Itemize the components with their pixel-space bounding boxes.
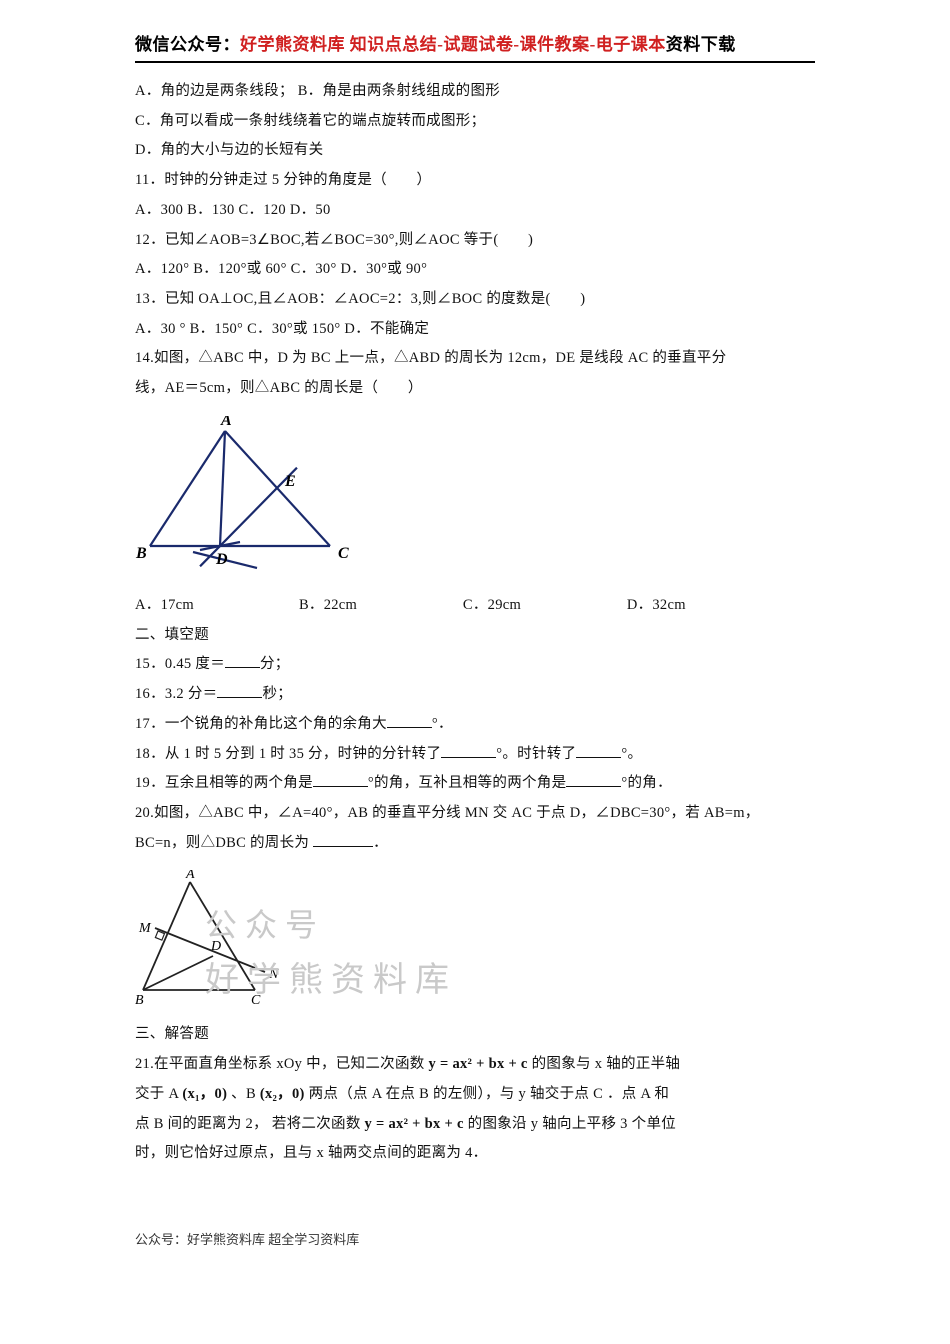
q15-pre: 15．0.45 度＝ <box>135 656 225 672</box>
q21-l2p1: (x₁，0) <box>182 1086 227 1102</box>
q20-stem2-post: ． <box>373 835 388 851</box>
header-red: 好学熊资料库 知识点总结-试题试卷-课件教案-电子课本 <box>240 35 666 54</box>
q21-l2a: 交于 A <box>135 1086 182 1102</box>
q17-post: °． <box>432 716 453 732</box>
q15-blank <box>225 654 260 669</box>
triangle-abc-icon: A B C D E <box>135 416 365 576</box>
q11-opts: A．300 B．130 C．120 D．50 <box>135 196 815 226</box>
section-3: 三、解答题 <box>135 1020 815 1050</box>
q16-blank <box>217 684 262 699</box>
svg-text:D: D <box>215 551 228 568</box>
header-banner: 微信公众号：好学熊资料库 知识点总结-试题试卷-课件教案-电子课本资料下载 <box>135 30 815 63</box>
q20-figure: 公众号 好学熊资料库 ABCMDN <box>135 870 815 1010</box>
q10-optC: C．角可以看成一条射线绕着它的端点旋转而成图形； <box>135 107 815 137</box>
q14-stem1: 14.如图，△ABC 中，D 为 BC 上一点，△ABD 的周长为 12cm，D… <box>135 344 815 374</box>
q21-l3eq: y = ax² + bx + c <box>365 1116 464 1132</box>
q21-l4: 时，则它恰好过原点，且与 x 轴两交点间的距离为 4． <box>135 1139 815 1169</box>
q21-l3b: 的图象沿 y 轴向上平移 3 个单位 <box>464 1116 676 1132</box>
q17-pre: 17．一个锐角的补角比这个角的余角大 <box>135 716 387 732</box>
q18-pre: 18．从 1 时 5 分到 1 时 35 分，时钟的分针转了 <box>135 746 441 762</box>
q21-l1eq: y = ax² + bx + c <box>428 1056 527 1072</box>
header-suffix: 资料下载 <box>666 35 736 54</box>
q15-post: 分； <box>260 656 290 672</box>
footer: 公众号：好学熊资料库 超全学习资料库 <box>135 1229 815 1248</box>
q19-pre: 19．互余且相等的两个角是 <box>135 775 313 791</box>
q18-blank1 <box>441 743 496 758</box>
q21-l2p2: (x₂，0) <box>260 1086 305 1102</box>
q10-optA: A．角的边是两条线段； B．角是由两条射线组成的图形 <box>135 77 815 107</box>
q13-opts: A．30 ° B．150° C．30°或 150° D．不能确定 <box>135 315 815 345</box>
q14-stem2: 线，AE＝5cm，则△ABC 的周长是（ ） <box>135 374 815 404</box>
q17: 17．一个锐角的补角比这个角的余角大 °． <box>135 710 815 740</box>
svg-text:N: N <box>268 967 279 982</box>
svg-text:M: M <box>138 921 152 936</box>
section-2: 二、填空题 <box>135 621 815 651</box>
svg-text:B: B <box>135 545 147 562</box>
q21-l1a: 21.在平面直角坐标系 xOy 中，已知二次函数 <box>135 1056 428 1072</box>
q21-l1b: 的图象与 x 轴的正半轴 <box>528 1056 681 1072</box>
q12-stem: 12．已知∠AOB=3∠BOC,若∠BOC=30°,则∠AOC 等于( ) <box>135 226 815 256</box>
q19: 19．互余且相等的两个角是 °的角，互补且相等的两个角是 °的角． <box>135 769 815 799</box>
q18-post: °。 <box>621 746 642 762</box>
q18: 18．从 1 时 5 分到 1 时 35 分，时钟的分针转了 °。时针转了 °。 <box>135 740 815 770</box>
q16-pre: 16．3.2 分＝ <box>135 686 217 702</box>
q14-B: B．22cm <box>299 591 459 621</box>
svg-text:A: A <box>220 416 232 429</box>
q14-opts: A．17cm B．22cm C．29cm D．32cm <box>135 591 815 621</box>
q11-stem: 11．时钟的分钟走过 5 分钟的角度是（ ） <box>135 166 815 196</box>
q21-l3: 点 B 间的距离为 2， 若将二次函数 y = ax² + bx + c 的图象… <box>135 1110 815 1140</box>
q20-stem2-pre: BC=n，则△DBC 的周长为 <box>135 835 313 851</box>
q19-blank2 <box>566 773 621 788</box>
q21-l2c: 两点（点 A 在点 B 的左侧），与 y 轴交于点 C ．点 A 和 <box>305 1086 670 1102</box>
q19-mid: °的角，互补且相等的两个角是 <box>368 775 567 791</box>
q18-blank2 <box>576 743 621 758</box>
q10-optD: D．角的大小与边的长短有关 <box>135 136 815 166</box>
q19-blank1 <box>313 773 368 788</box>
header-prefix: 微信公众号： <box>135 35 240 54</box>
q21-l1: 21.在平面直角坐标系 xOy 中，已知二次函数 y = ax² + bx + … <box>135 1050 815 1080</box>
q18-mid: °。时针转了 <box>496 746 576 762</box>
q21-l2: 交于 A (x₁，0) 、B (x₂，0) 两点（点 A 在点 B 的左侧），与… <box>135 1080 815 1110</box>
q16: 16．3.2 分＝ 秒； <box>135 680 815 710</box>
svg-text:D: D <box>210 939 221 954</box>
q13-stem: 13．已知 OA⊥OC,且∠AOB：∠AOC=2：3,则∠BOC 的度数是( ) <box>135 285 815 315</box>
svg-text:E: E <box>284 473 296 490</box>
page: 微信公众号：好学熊资料库 知识点总结-试题试卷-课件教案-电子课本资料下载 A．… <box>135 30 815 1248</box>
q21-l3a: 点 B 间的距离为 2， 若将二次函数 <box>135 1116 365 1132</box>
q20-stem1: 20.如图，△ABC 中，∠A=40°，AB 的垂直平分线 MN 交 AC 于点… <box>135 799 815 829</box>
q17-blank <box>387 713 432 728</box>
q19-post: °的角． <box>621 775 672 791</box>
triangle-abc2-icon: A B C M D N <box>135 870 295 1005</box>
q20-stem2: BC=n，则△DBC 的周长为 ． <box>135 829 815 859</box>
q14-C: C．29cm <box>463 591 623 621</box>
q20-blank <box>313 832 373 847</box>
svg-text:B: B <box>135 993 144 1005</box>
q21-l2b: 、B <box>227 1086 260 1102</box>
q14-figure: A B C D E <box>135 416 815 581</box>
svg-text:A: A <box>185 870 195 882</box>
q14-A: A．17cm <box>135 591 295 621</box>
q12-opts: A．120° B．120°或 60° C．30° D．30°或 90° <box>135 255 815 285</box>
svg-text:C: C <box>251 993 261 1005</box>
q15: 15．0.45 度＝ 分； <box>135 650 815 680</box>
q14-D: D．32cm <box>627 591 686 621</box>
q16-post: 秒； <box>262 686 292 702</box>
svg-text:C: C <box>338 545 349 562</box>
